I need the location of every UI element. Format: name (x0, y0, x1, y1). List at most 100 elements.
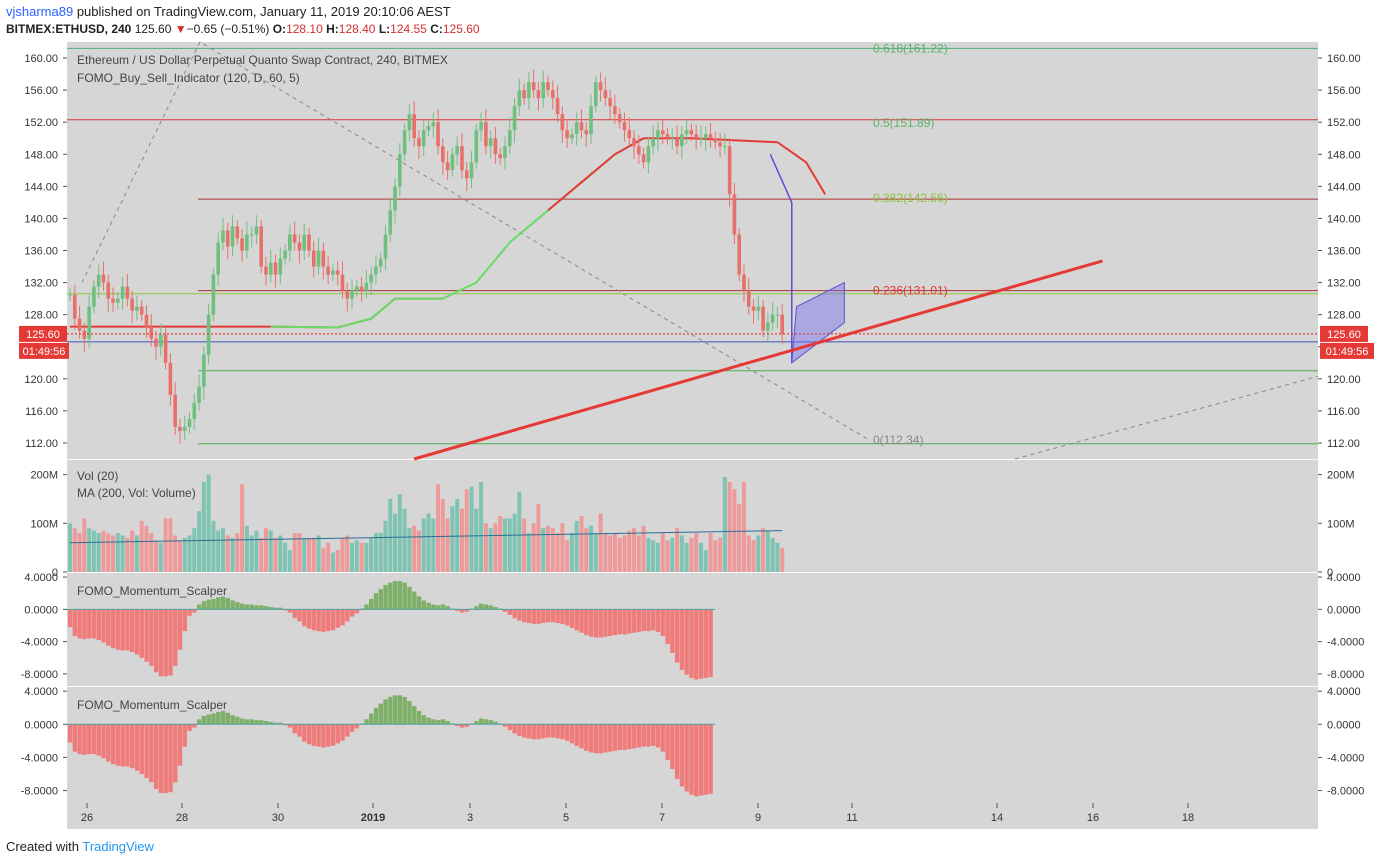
momentum-bar (263, 606, 269, 610)
momentum-pane-2[interactable]: 4.0000 4.0000 0.0000 0.0000 -4.0000 -4.0000 -8… (21, 686, 1365, 797)
candle-body (770, 314, 775, 323)
momentum-bar (120, 609, 125, 651)
candle-body (168, 362, 173, 395)
momentum-bar (531, 609, 536, 624)
momentum-bar (636, 724, 642, 748)
candle-body (149, 326, 154, 339)
momentum-bar (369, 713, 374, 725)
volume-bar (383, 520, 388, 572)
candle-body (780, 314, 785, 334)
momentum-bar (522, 609, 527, 623)
price-pane[interactable]: 160.00 160.00 156.00 156.00 152.00 152.00 148.… (19, 41, 1374, 461)
candle-body (202, 354, 206, 387)
time-axis[interactable]: 26 28 30 2019 3 5 7 9 11 14 16 18 (81, 803, 1194, 824)
volume-bar (263, 528, 268, 572)
volume-bar (450, 506, 455, 572)
volume-pane[interactable]: 200M 200M 100M 100M 0 0 Vol (20) MA (200, Vol: … (30, 469, 1354, 579)
candle-body (718, 142, 722, 147)
candle-body (455, 146, 459, 155)
momentum-bar (507, 609, 513, 615)
time-axis-background (67, 803, 1318, 829)
momentum-bar (187, 724, 192, 731)
candle-body (689, 130, 694, 135)
momentum-bar (196, 719, 202, 725)
candle-body (350, 290, 354, 299)
momentum-bar (603, 724, 608, 753)
open-label: O: (272, 22, 287, 36)
momentum-bar (593, 609, 599, 638)
open-value: 128.10 (286, 22, 323, 36)
volume-bar (416, 530, 421, 572)
candle-body (87, 306, 91, 339)
author-link[interactable]: vjsharma89 (6, 4, 74, 19)
volume-bar (459, 508, 464, 572)
volume-bar (292, 533, 297, 572)
volume-ma-line (69, 530, 783, 544)
momentum-bar (526, 724, 532, 739)
candle-body (311, 250, 316, 267)
volume-bar (335, 550, 340, 572)
momentum-bar (392, 695, 398, 725)
momentum-axis-label-left: 0.0000 (24, 604, 58, 616)
volume-bar (608, 535, 613, 572)
momentum-bar (158, 724, 164, 794)
candle-body (641, 154, 646, 163)
volume-bar (431, 518, 436, 572)
candle-body (331, 270, 335, 275)
momentum-bar (617, 609, 622, 635)
momentum-bar (708, 609, 713, 678)
momentum-bar (115, 724, 121, 766)
volume-bar (727, 481, 732, 572)
momentum-bar (177, 609, 183, 650)
candle-body (407, 114, 412, 131)
candle-body (522, 90, 526, 99)
candle-body (441, 146, 445, 163)
volume-bar (689, 537, 694, 572)
momentum-bar (622, 609, 627, 635)
close-label: C: (430, 22, 443, 36)
volume-bar (259, 537, 264, 572)
candle-body (364, 282, 369, 291)
momentum-bar (67, 609, 73, 628)
volume-bar (111, 535, 116, 572)
volume-bar (201, 481, 206, 572)
candle-body (550, 90, 555, 99)
momentum-bar (125, 724, 130, 767)
candle-body (694, 134, 698, 139)
candle-body (211, 274, 216, 315)
published-text: published on TradingView.com, January 11… (76, 4, 451, 19)
momentum-bar (574, 724, 579, 746)
momentum-bar (694, 724, 699, 797)
momentum-bar (220, 711, 226, 725)
momentum-bar (579, 609, 584, 633)
change-arrow-icon: ▼ (174, 22, 187, 36)
tradingview-logo[interactable]: TradingView (82, 839, 154, 854)
price-axis-label-left: 148.00 (24, 149, 58, 161)
momentum-pane-1[interactable]: 4.0000 4.0000 0.0000 0.0000 -4.0000 -4.0000 -8… (21, 572, 1365, 681)
volume-bar (498, 516, 503, 572)
momentum-bar (134, 609, 140, 655)
candle-body (622, 122, 627, 131)
momentum-bar (87, 724, 92, 755)
momentum-bar (426, 717, 431, 725)
candle-body (507, 130, 512, 147)
time-label: 5 (563, 812, 569, 824)
momentum-bar (225, 598, 231, 610)
momentum-bar (302, 724, 307, 742)
momentum-bar (153, 724, 159, 789)
momentum-bar (230, 715, 235, 725)
candle-body (464, 170, 469, 179)
volume-bar (177, 540, 182, 572)
momentum-bar (91, 724, 97, 755)
candle-body (230, 226, 235, 247)
volume-bar (106, 533, 111, 572)
momentum-bar (369, 598, 374, 610)
momentum-bar (173, 609, 178, 666)
momentum-bar (407, 701, 412, 725)
momentum-axis-label-left: -8.0000 (21, 786, 58, 798)
candle-body (498, 154, 502, 159)
momentum-bar (354, 724, 360, 729)
volume-bar (158, 542, 163, 572)
momentum-bar (144, 609, 149, 662)
